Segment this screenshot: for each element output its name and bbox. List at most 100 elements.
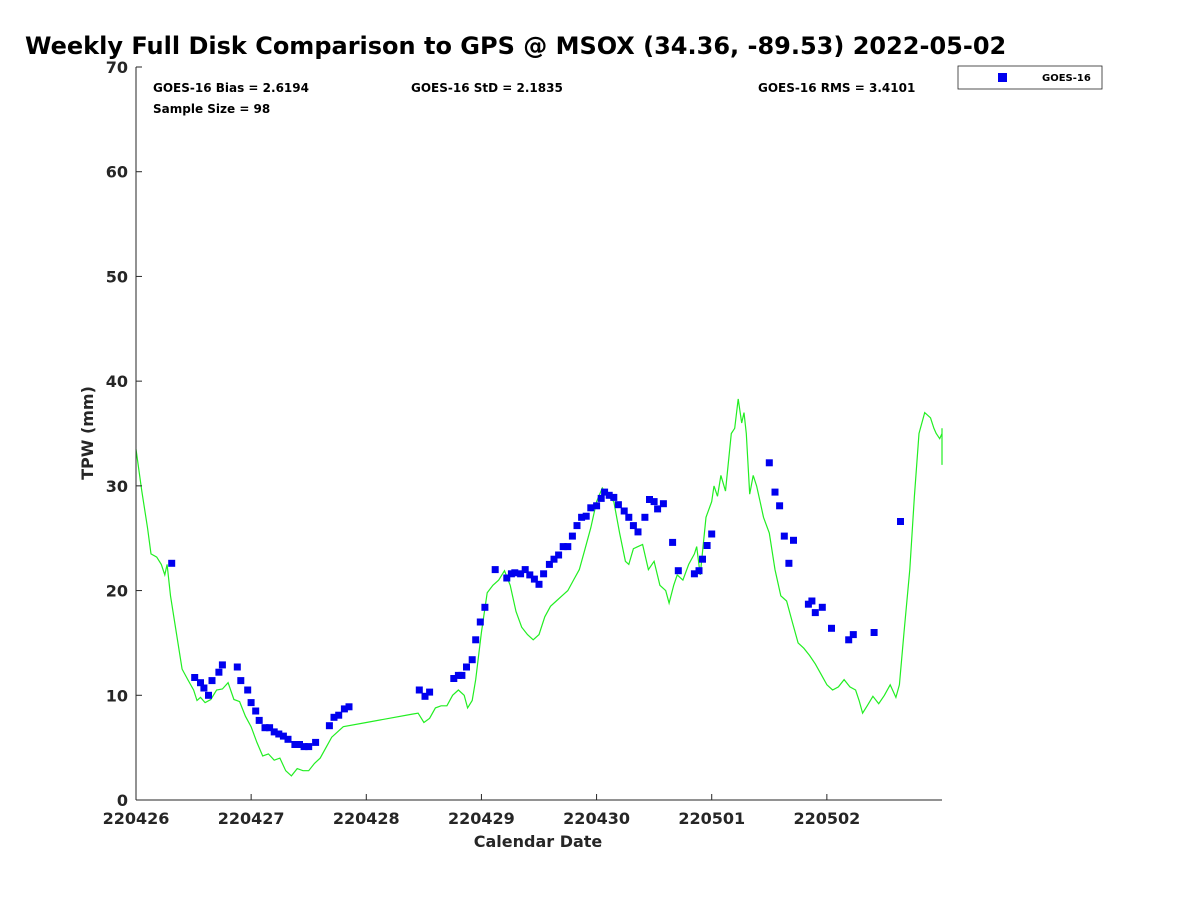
data-point-goes16-69 bbox=[629, 522, 637, 530]
data-point-goes16-9 bbox=[237, 677, 245, 685]
data-point-goes16-4 bbox=[205, 691, 212, 699]
data-point-goes16-82 bbox=[708, 530, 716, 538]
data-point-goes16-39 bbox=[476, 618, 484, 626]
marker-layer bbox=[168, 459, 904, 751]
data-point-goes16-54 bbox=[559, 543, 567, 551]
data-point-goes16-16 bbox=[270, 728, 278, 736]
data-point-goes16-12 bbox=[252, 707, 260, 715]
y-tick-label-50: 50 bbox=[106, 267, 128, 286]
data-point-goes16-6 bbox=[215, 668, 223, 676]
data-point-goes16-85 bbox=[776, 502, 784, 510]
data-point-goes16-27 bbox=[335, 711, 343, 719]
sample-size-stat: Sample Size = 98 bbox=[153, 102, 270, 116]
y-ticks: 0 10 20 30 40 50 60 70 bbox=[106, 58, 142, 810]
data-point-goes16-42 bbox=[503, 574, 511, 582]
data-point-goes16-28 bbox=[340, 705, 348, 713]
data-point-goes16-72 bbox=[646, 496, 653, 503]
data-point-goes16-48 bbox=[530, 575, 538, 583]
data-point-goes16-84 bbox=[771, 488, 779, 496]
data-point-goes16-5 bbox=[208, 677, 216, 685]
data-point-goes16-95 bbox=[849, 631, 857, 639]
x-tick-label-220502: 220502 bbox=[793, 809, 860, 828]
reference-line-layer bbox=[135, 398, 943, 777]
data-point-goes16-30 bbox=[415, 686, 423, 694]
data-point-goes16-55 bbox=[564, 543, 572, 551]
data-point-goes16-56 bbox=[568, 532, 576, 540]
data-point-goes16-46 bbox=[521, 566, 529, 574]
data-point-goes16-71 bbox=[641, 513, 649, 521]
data-point-goes16-10 bbox=[244, 686, 252, 694]
data-point-goes16-25 bbox=[325, 722, 333, 730]
data-point-goes16-93 bbox=[828, 624, 835, 632]
data-point-goes16-91 bbox=[811, 609, 819, 617]
data-point-goes16-11 bbox=[247, 699, 255, 707]
data-point-goes16-61 bbox=[593, 502, 601, 510]
data-point-goes16-70 bbox=[634, 528, 642, 536]
data-point-goes16-60 bbox=[587, 504, 595, 512]
std-stat: GOES-16 StD = 2.1835 bbox=[411, 81, 563, 95]
data-point-goes16-68 bbox=[625, 513, 633, 521]
plot-frame bbox=[136, 67, 942, 800]
data-point-goes16-53 bbox=[555, 551, 563, 559]
data-point-goes16-94 bbox=[845, 636, 853, 644]
data-point-goes16-23 bbox=[305, 743, 313, 751]
rms-stat: GOES-16 RMS = 3.4101 bbox=[758, 81, 915, 95]
x-tick-label-220430: 220430 bbox=[563, 809, 630, 828]
legend-marker-goes16 bbox=[998, 73, 1007, 82]
data-point-goes16-26 bbox=[330, 713, 338, 721]
data-point-goes16-97 bbox=[897, 518, 904, 525]
data-point-goes16-67 bbox=[620, 507, 628, 515]
data-point-goes16-20 bbox=[291, 741, 299, 748]
data-point-goes16-64 bbox=[605, 491, 613, 499]
data-point-goes16-21 bbox=[296, 741, 303, 748]
data-point-goes16-49 bbox=[535, 580, 543, 588]
data-point-goes16-59 bbox=[582, 512, 590, 520]
data-point-goes16-40 bbox=[481, 603, 489, 611]
data-point-goes16-37 bbox=[468, 656, 476, 664]
data-point-goes16-29 bbox=[345, 703, 353, 711]
data-point-goes16-24 bbox=[312, 738, 320, 746]
data-point-goes16-52 bbox=[550, 555, 558, 563]
data-point-goes16-36 bbox=[463, 663, 470, 671]
y-tick-label-60: 60 bbox=[106, 163, 128, 182]
data-point-goes16-0 bbox=[168, 559, 176, 567]
data-point-goes16-41 bbox=[491, 566, 499, 574]
data-point-goes16-66 bbox=[614, 501, 622, 509]
data-point-goes16-33 bbox=[450, 675, 458, 682]
data-point-goes16-51 bbox=[545, 560, 553, 568]
data-point-goes16-47 bbox=[526, 571, 534, 579]
data-point-goes16-19 bbox=[284, 735, 292, 743]
x-tick-label-220501: 220501 bbox=[678, 809, 745, 828]
data-point-goes16-8 bbox=[233, 663, 241, 671]
data-point-goes16-38 bbox=[472, 636, 480, 644]
data-point-goes16-1 bbox=[191, 674, 199, 681]
legend-box bbox=[957, 65, 1103, 90]
data-point-goes16-3 bbox=[200, 684, 208, 692]
data-point-goes16-73 bbox=[650, 498, 658, 506]
data-point-goes16-44 bbox=[511, 569, 519, 577]
data-point-goes16-76 bbox=[669, 538, 677, 546]
data-point-goes16-22 bbox=[300, 743, 308, 751]
x-tick-label-220426: 220426 bbox=[103, 809, 170, 828]
data-point-goes16-88 bbox=[790, 536, 797, 544]
data-point-goes16-90 bbox=[808, 597, 816, 605]
data-point-goes16-79 bbox=[695, 567, 703, 575]
x-tick-label-220427: 220427 bbox=[218, 809, 285, 828]
y-axis-label: TPW (mm) bbox=[78, 386, 97, 480]
x-tick-label-220429: 220429 bbox=[448, 809, 515, 828]
data-point-goes16-86 bbox=[780, 532, 788, 540]
data-point-goes16-14 bbox=[261, 724, 269, 732]
data-point-goes16-80 bbox=[699, 555, 706, 563]
reference-line bbox=[135, 398, 943, 777]
data-point-goes16-35 bbox=[458, 671, 466, 679]
data-point-goes16-81 bbox=[703, 542, 711, 549]
data-point-goes16-13 bbox=[255, 716, 263, 724]
data-point-goes16-18 bbox=[279, 732, 287, 740]
x-tick-label-220428: 220428 bbox=[333, 809, 400, 828]
bias-stat: GOES-16 Bias = 2.6194 bbox=[153, 81, 309, 95]
data-point-goes16-7 bbox=[218, 661, 226, 669]
data-point-goes16-75 bbox=[659, 500, 667, 508]
data-point-goes16-74 bbox=[654, 505, 662, 513]
y-tick-label-10: 10 bbox=[106, 686, 128, 705]
